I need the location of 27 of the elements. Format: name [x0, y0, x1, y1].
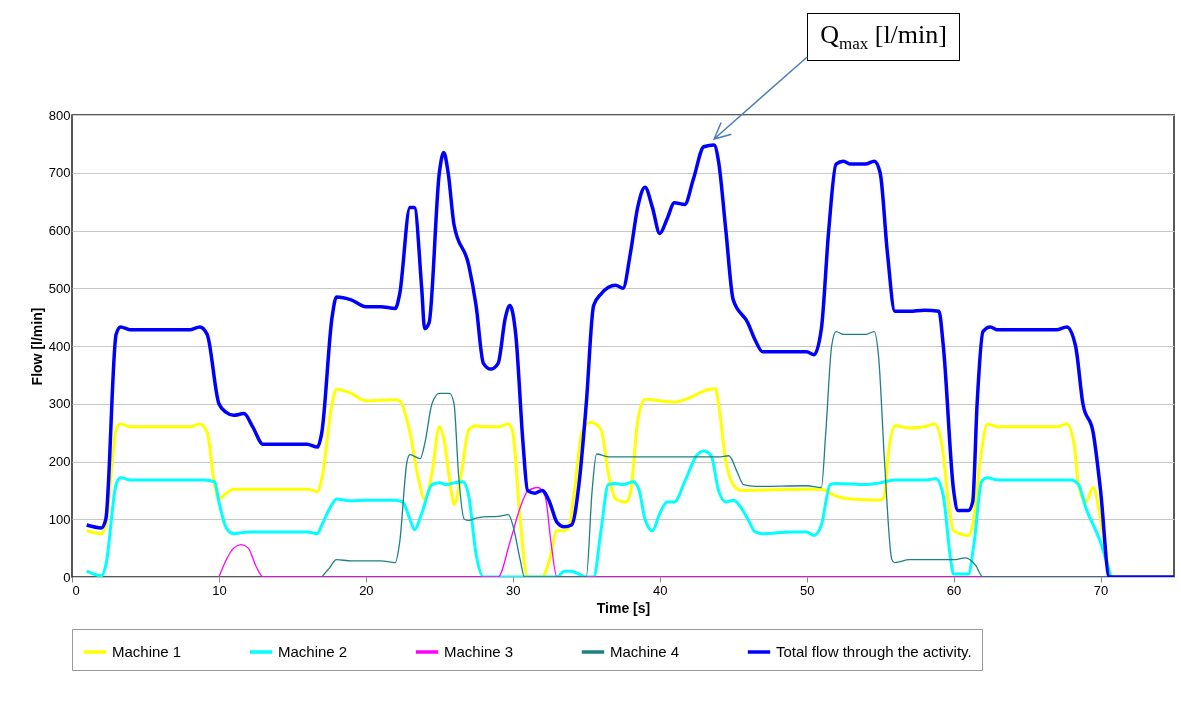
- legend-label: Total flow through the activity.: [776, 643, 972, 660]
- annotation: Q$_{max}$ [l/min]: [807, 13, 960, 62]
- x-tick-label: 20: [359, 582, 374, 598]
- line-series: [85, 387, 1111, 577]
- y-tick-label: 0: [63, 569, 71, 585]
- y-tick-label: 700: [48, 165, 71, 181]
- y-tick-label: 100: [48, 511, 71, 527]
- y-tick-label: 400: [48, 338, 71, 354]
- y-tick-label: 500: [48, 280, 71, 296]
- legend-label: Machine 2: [278, 643, 348, 660]
- y-tick-label: 800: [48, 107, 71, 123]
- legend-label: Machine 4: [610, 643, 680, 660]
- x-tick-label: 40: [653, 582, 668, 598]
- x-tick-label: 30: [506, 582, 521, 598]
- y-tick-label: 600: [48, 223, 71, 238]
- x-tick-label: 60: [946, 582, 962, 598]
- line-series: [84, 143, 1174, 577]
- line-series: [85, 449, 1113, 577]
- x-tick-label: 70: [1093, 582, 1109, 598]
- y-tick-label: 300: [48, 396, 71, 412]
- legend-label: Machine 1: [112, 643, 182, 660]
- x-tick-label: 50: [799, 582, 815, 598]
- x-tick-label: 10: [212, 582, 227, 598]
- legend-label: Machine 3: [444, 643, 514, 660]
- x-axis-title: Time [s]: [596, 599, 651, 616]
- y-tick-label: 200: [48, 454, 71, 469]
- y-axis-title: Flow [l/min]: [28, 307, 45, 386]
